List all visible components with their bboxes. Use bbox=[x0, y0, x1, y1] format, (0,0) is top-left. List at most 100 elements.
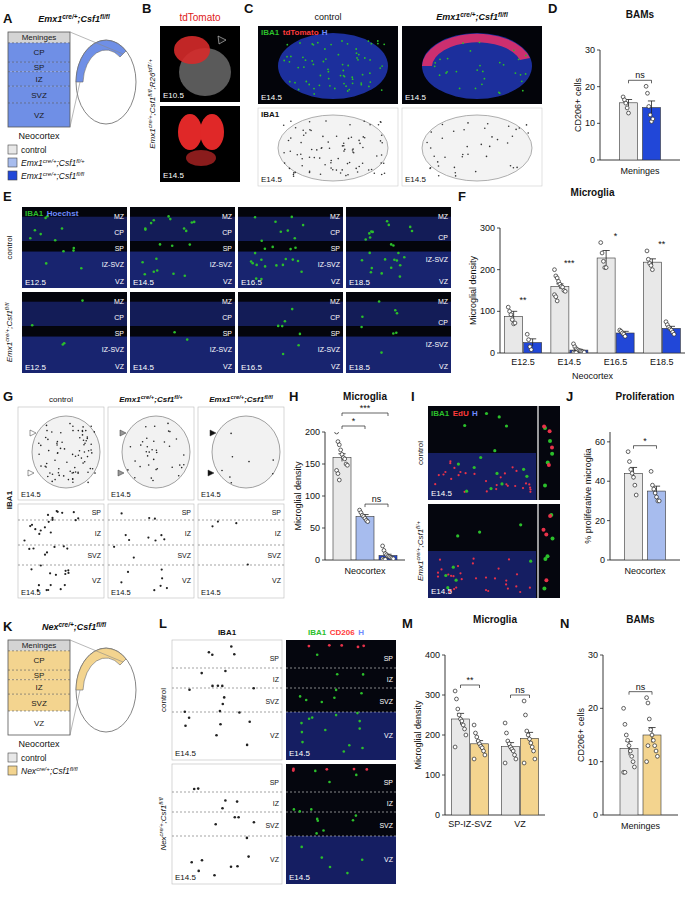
stage-label: E14.5 bbox=[289, 749, 310, 758]
cell bbox=[309, 157, 311, 159]
micrograph bbox=[238, 292, 343, 373]
cell bbox=[380, 122, 382, 124]
layer-band bbox=[8, 72, 70, 86]
data-point bbox=[649, 264, 653, 268]
layer-label: VZ bbox=[115, 278, 125, 285]
cell bbox=[68, 479, 70, 481]
cell bbox=[409, 226, 412, 229]
layer-label: SP bbox=[223, 245, 233, 252]
cell bbox=[465, 472, 467, 474]
data-point bbox=[626, 738, 630, 742]
x-tick-label: E14.5 bbox=[558, 357, 582, 367]
cell bbox=[161, 577, 163, 579]
layer-band bbox=[8, 651, 70, 670]
cell bbox=[462, 42, 464, 44]
layer-label: SVZ bbox=[265, 822, 279, 829]
cell bbox=[291, 308, 294, 311]
hoechst bbox=[22, 302, 127, 326]
cell bbox=[152, 480, 154, 482]
cell bbox=[219, 710, 222, 713]
cell bbox=[547, 463, 551, 467]
arrowhead bbox=[210, 430, 216, 436]
cell bbox=[323, 61, 325, 63]
cell bbox=[378, 300, 381, 303]
cell bbox=[74, 467, 76, 469]
cell bbox=[64, 573, 66, 575]
layer-band bbox=[8, 711, 70, 735]
layer-label: SP bbox=[331, 330, 341, 337]
cell bbox=[311, 43, 313, 45]
cell bbox=[456, 534, 459, 537]
cell bbox=[381, 89, 383, 91]
cell bbox=[83, 440, 85, 442]
cell bbox=[481, 144, 483, 146]
cell bbox=[322, 829, 325, 832]
region-label: Neocortex bbox=[18, 131, 60, 141]
hoechst bbox=[346, 217, 451, 241]
bar bbox=[616, 333, 634, 353]
cell bbox=[395, 331, 398, 334]
y-tick-label: 100 bbox=[425, 770, 440, 780]
cell bbox=[305, 81, 307, 83]
y-tick-label: 100 bbox=[480, 306, 495, 316]
cell bbox=[151, 449, 153, 451]
cell bbox=[519, 127, 521, 129]
layer-label: SP bbox=[223, 330, 233, 337]
layer-boundary bbox=[8, 694, 70, 695]
cell bbox=[46, 430, 48, 432]
cell bbox=[200, 672, 203, 675]
schematic-frame bbox=[8, 32, 70, 127]
stage-label: E14.5 bbox=[175, 749, 196, 758]
cell bbox=[193, 221, 196, 224]
cell bbox=[169, 445, 171, 447]
layer-label: MZ bbox=[222, 298, 233, 305]
panel-letter: K bbox=[3, 619, 13, 634]
bar bbox=[452, 719, 470, 815]
y-tick-label: 0 bbox=[600, 555, 605, 565]
cell bbox=[543, 557, 547, 561]
hoechst bbox=[278, 33, 388, 99]
data-point bbox=[464, 733, 468, 737]
micrograph bbox=[258, 26, 398, 104]
hoechst bbox=[238, 252, 343, 288]
cell bbox=[29, 525, 31, 527]
cell bbox=[500, 476, 502, 478]
cell bbox=[383, 162, 385, 164]
cell bbox=[476, 69, 478, 71]
legend-swatch bbox=[8, 171, 17, 180]
x-axis-title: Neocortex bbox=[572, 371, 614, 381]
data-point bbox=[651, 117, 655, 121]
cell bbox=[376, 155, 378, 157]
cell bbox=[544, 578, 548, 582]
cell bbox=[234, 816, 237, 819]
channel-label: IBA1 bbox=[25, 209, 44, 218]
cell bbox=[450, 575, 452, 577]
cell bbox=[371, 267, 374, 270]
cell bbox=[358, 166, 360, 168]
error-bar bbox=[510, 311, 517, 321]
data-point bbox=[651, 483, 655, 487]
cell bbox=[300, 722, 303, 725]
cell bbox=[495, 488, 497, 490]
tdtomato-signal bbox=[174, 36, 210, 64]
cell bbox=[85, 430, 87, 432]
cell bbox=[356, 57, 358, 59]
cell bbox=[289, 81, 291, 83]
data-point bbox=[648, 113, 652, 117]
cell bbox=[505, 483, 507, 485]
layer-boundary bbox=[108, 520, 194, 521]
significance: *** bbox=[564, 258, 575, 268]
cell bbox=[475, 88, 477, 90]
layer-label: SVZ bbox=[31, 699, 47, 708]
cell bbox=[347, 163, 349, 165]
cell bbox=[347, 43, 349, 45]
data-point bbox=[527, 338, 531, 342]
cell bbox=[343, 142, 345, 144]
cell bbox=[486, 490, 488, 492]
micrograph bbox=[428, 406, 560, 500]
cell bbox=[525, 73, 527, 75]
cell bbox=[133, 557, 135, 559]
cell bbox=[489, 146, 491, 148]
cell bbox=[302, 56, 304, 58]
data-point bbox=[392, 557, 396, 560]
